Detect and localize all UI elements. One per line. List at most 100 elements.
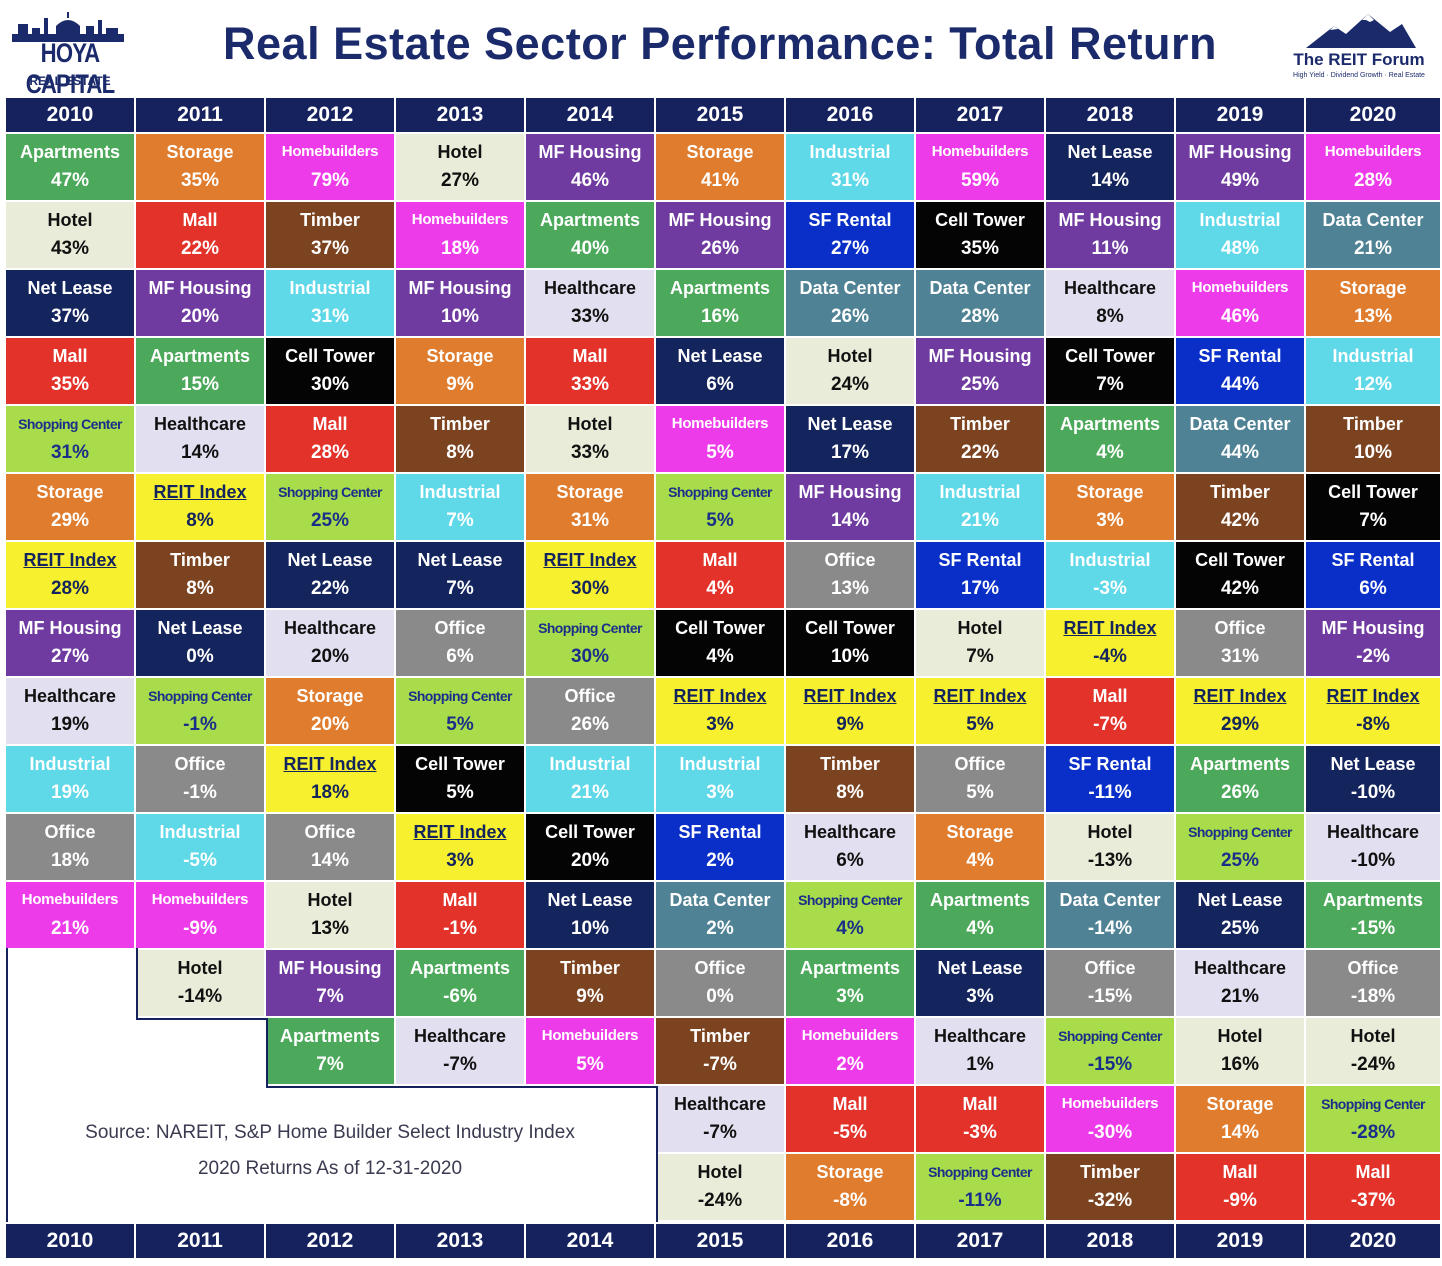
- return-value: 20%: [310, 714, 350, 735]
- sector-label: Shopping Center: [798, 892, 902, 908]
- cell-2012-net-lease: Net Lease 22%: [266, 542, 396, 610]
- return-value: -3%: [1093, 578, 1127, 599]
- return-value: 3%: [706, 714, 734, 735]
- sector-label: Healthcare: [803, 822, 897, 842]
- sector-label: Healthcare: [933, 1026, 1027, 1046]
- cell-2013-timber: Timber 8%: [396, 406, 526, 474]
- cell-2020-office: Office -18%: [1306, 950, 1442, 1018]
- sector-label: Homebuilders: [801, 1027, 899, 1044]
- sector-label: Timber: [1210, 482, 1270, 502]
- cell-2017-reit-index: REIT Index 5%: [916, 678, 1046, 746]
- year-header-bottom-2014: 2014: [526, 1224, 656, 1258]
- cell-2010-industrial: Industrial 19%: [6, 746, 136, 814]
- return-value: 13%: [1353, 306, 1393, 327]
- cell-2016-timber: Timber 8%: [786, 746, 916, 814]
- cell-2015-reit-index: REIT Index 3%: [656, 678, 786, 746]
- return-value: 22%: [310, 578, 350, 599]
- return-value: 8%: [186, 510, 214, 531]
- year-header-top-2017: 2017: [916, 98, 1046, 132]
- return-value: 11%: [1091, 238, 1129, 259]
- year-header-bottom-2017: 2017: [916, 1224, 1046, 1258]
- return-value: 10%: [1353, 442, 1393, 463]
- return-value: -28%: [1350, 1122, 1396, 1143]
- sector-label: Industrial: [1332, 346, 1414, 366]
- cell-2015-mf-housing: MF Housing 26%: [656, 202, 786, 270]
- cell-2013-net-lease: Net Lease 7%: [396, 542, 526, 610]
- return-value: -14%: [1087, 918, 1133, 939]
- cell-2013-storage: Storage 9%: [396, 338, 526, 406]
- return-value: 5%: [966, 714, 994, 735]
- sector-label: Healthcare: [1063, 278, 1157, 298]
- sector-label: Mall: [1222, 1162, 1258, 1182]
- cell-2020-hotel: Hotel -24%: [1306, 1018, 1442, 1086]
- return-value: -2%: [1356, 646, 1390, 667]
- cell-2010-shopping-center: Shopping Center 31%: [6, 406, 136, 474]
- return-value: 31%: [1220, 646, 1260, 667]
- return-value: 47%: [50, 170, 90, 191]
- cell-2016-homebuilders: Homebuilders 2%: [786, 1018, 916, 1086]
- sector-label: Shopping Center: [408, 688, 512, 704]
- return-value: 10%: [440, 306, 480, 327]
- return-value: 35%: [50, 374, 90, 395]
- cell-2018-apartments: Apartments 4%: [1046, 406, 1176, 474]
- return-value: 18%: [310, 782, 350, 803]
- cell-2012-mf-housing: MF Housing 7%: [266, 950, 396, 1018]
- return-value: -1%: [443, 918, 477, 939]
- return-value: 27%: [440, 170, 480, 191]
- cell-2018-office: Office -15%: [1046, 950, 1176, 1018]
- sector-label: Data Center: [1322, 210, 1424, 230]
- cell-2014-apartments: Apartments 40%: [526, 202, 656, 270]
- year-header-bottom-2015: 2015: [656, 1224, 786, 1258]
- sector-label: Net Lease: [1330, 754, 1416, 774]
- return-value: 6%: [706, 374, 734, 395]
- sector-label: Net Lease: [547, 890, 633, 910]
- sector-label: Net Lease: [937, 958, 1023, 978]
- cell-2019-industrial: Industrial 48%: [1176, 202, 1306, 270]
- sector-label: Storage: [816, 1162, 884, 1182]
- return-value: -9%: [183, 918, 217, 939]
- sector-label: Hotel: [307, 890, 353, 910]
- return-value: 20%: [180, 306, 220, 327]
- cell-2019-reit-index: REIT Index 29%: [1176, 678, 1306, 746]
- sector-label: Homebuilders: [281, 143, 379, 160]
- cell-2018-mf-housing: MF Housing 11%: [1046, 202, 1176, 270]
- return-value: 41%: [700, 170, 740, 191]
- return-value: -15%: [1087, 1054, 1133, 1075]
- return-value: 6%: [446, 646, 474, 667]
- frame-line: [266, 1018, 268, 1088]
- sector-label: Cell Tower: [675, 618, 765, 638]
- cell-2017-storage: Storage 4%: [916, 814, 1046, 882]
- sector-label: Homebuilders: [671, 415, 769, 432]
- sector-label: Data Center: [669, 890, 771, 910]
- sector-label: Mall: [442, 890, 478, 910]
- cell-2011-healthcare: Healthcare 14%: [136, 406, 266, 474]
- sector-label: Industrial: [159, 822, 241, 842]
- cell-2014-reit-index: REIT Index 30%: [526, 542, 656, 610]
- return-value: 33%: [570, 306, 610, 327]
- sector-label: Healthcare: [673, 1094, 767, 1114]
- return-value: 4%: [706, 578, 734, 599]
- cell-2010-reit-index: REIT Index 28%: [6, 542, 136, 610]
- return-value: 4%: [966, 850, 994, 871]
- return-value: 3%: [966, 986, 994, 1007]
- sector-label: MF Housing: [148, 278, 252, 298]
- sector-label: Net Lease: [807, 414, 893, 434]
- return-value: 30%: [310, 374, 350, 395]
- return-value: 30%: [570, 578, 610, 599]
- sector-label: Homebuilders: [411, 211, 509, 228]
- return-value: 4%: [836, 918, 864, 939]
- return-value: -14%: [177, 986, 223, 1007]
- year-header-bottom-2016: 2016: [786, 1224, 916, 1258]
- sector-label: SF Rental: [1331, 550, 1415, 570]
- sector-label: Office: [304, 822, 356, 842]
- return-value: 3%: [836, 986, 864, 1007]
- sector-label: Apartments: [929, 890, 1031, 910]
- cell-2020-apartments: Apartments -15%: [1306, 882, 1442, 950]
- return-value: 19%: [50, 714, 90, 735]
- cell-2018-sf-rental: SF Rental -11%: [1046, 746, 1176, 814]
- sector-label: SF Rental: [1068, 754, 1152, 774]
- sector-label: Net Lease: [677, 346, 763, 366]
- return-value: 22%: [180, 238, 220, 259]
- cell-2014-storage: Storage 31%: [526, 474, 656, 542]
- cell-2015-net-lease: Net Lease 6%: [656, 338, 786, 406]
